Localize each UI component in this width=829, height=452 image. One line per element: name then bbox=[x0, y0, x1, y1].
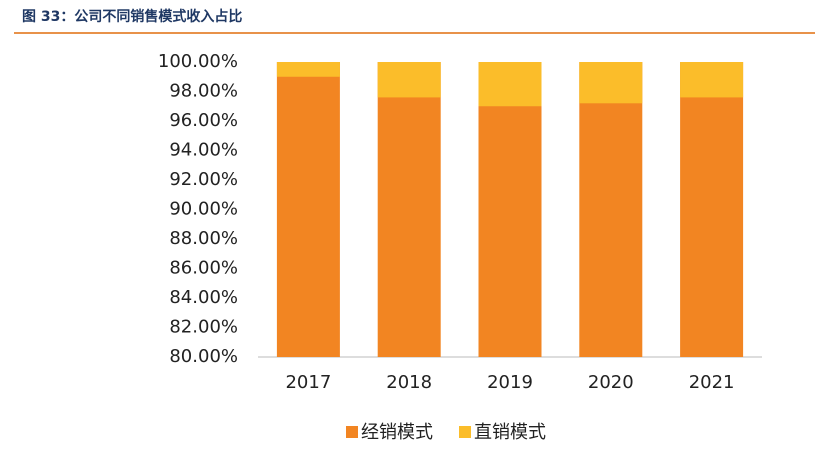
y-tick-label: 94.00% bbox=[169, 140, 238, 161]
bar-segment bbox=[680, 62, 744, 357]
y-tick-label: 100.00% bbox=[158, 51, 238, 72]
bar-segment bbox=[579, 62, 643, 357]
y-tick-label: 92.00% bbox=[169, 169, 238, 190]
bar-segment bbox=[478, 62, 542, 107]
legend-label: 直销模式 bbox=[474, 422, 546, 443]
x-tick-label: 2017 bbox=[285, 372, 331, 393]
y-tick-label: 98.00% bbox=[169, 81, 238, 102]
bar-segment bbox=[680, 62, 744, 98]
y-tick-label: 84.00% bbox=[169, 287, 238, 308]
x-tick-label: 2021 bbox=[689, 372, 735, 393]
y-tick-label: 88.00% bbox=[169, 228, 238, 249]
bar-segment bbox=[377, 62, 441, 98]
bar-segment bbox=[579, 62, 643, 104]
bar-segment bbox=[276, 62, 340, 77]
bar-segment bbox=[478, 62, 542, 357]
x-tick-label: 2020 bbox=[588, 372, 634, 393]
x-tick-label: 2019 bbox=[487, 372, 533, 393]
y-tick-label: 90.00% bbox=[169, 199, 238, 220]
bar-segment bbox=[377, 62, 441, 357]
chart-title: 图 33：公司不同销售模式收入占比 bbox=[22, 8, 242, 25]
legend-label: 经销模式 bbox=[361, 422, 433, 443]
y-tick-label: 86.00% bbox=[169, 258, 238, 279]
y-tick-label: 82.00% bbox=[169, 317, 238, 338]
bar-segment bbox=[276, 62, 340, 357]
y-tick-label: 80.00% bbox=[169, 346, 238, 367]
legend-swatch bbox=[346, 426, 358, 438]
x-tick-label: 2018 bbox=[386, 372, 432, 393]
y-tick-label: 96.00% bbox=[169, 110, 238, 131]
legend-swatch bbox=[459, 426, 471, 438]
